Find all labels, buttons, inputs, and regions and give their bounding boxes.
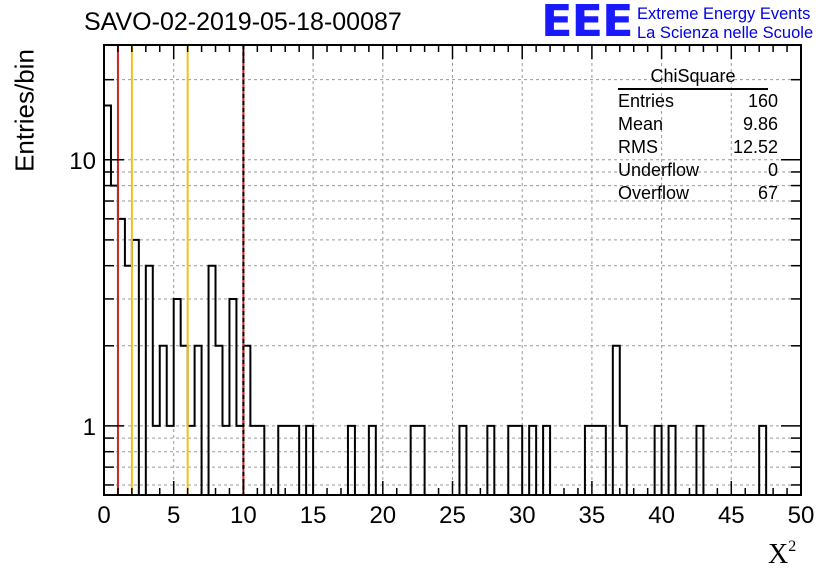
histogram-bin — [759, 426, 766, 495]
histogram-bin — [599, 426, 606, 495]
histogram-bin — [125, 266, 132, 495]
histogram-bin — [181, 346, 188, 495]
histogram-bin — [188, 426, 195, 495]
histogram-bin — [592, 426, 599, 495]
histogram-bin — [167, 426, 174, 495]
histogram-bin — [613, 346, 620, 495]
histogram-bin — [696, 426, 703, 495]
stats-box: ChiSquare Entries 160 Mean 9.86 RMS 12.52 U… — [610, 66, 778, 205]
logo-subtitle-1: Extreme Energy Events — [637, 5, 811, 23]
histogram-bin — [529, 426, 536, 495]
histogram-bin — [487, 426, 494, 495]
histogram-bin — [146, 266, 153, 495]
histogram-bin — [585, 426, 592, 495]
histogram-bin — [229, 299, 236, 495]
x-tick-label: 15 — [300, 502, 327, 529]
histogram-bin — [669, 426, 676, 495]
histogram-bin — [118, 219, 125, 495]
chart-title: SAVO-02-2019-05-18-00087 — [84, 8, 402, 36]
histogram-bin — [285, 426, 292, 495]
stats-row-mean: Mean 9.86 — [618, 114, 778, 134]
threshold-lines-layer — [116, 45, 245, 495]
histogram-bin — [418, 426, 425, 495]
histogram-bin — [655, 426, 662, 495]
logo-subtitle-2: La Scienza nelle Scuole — [637, 24, 814, 42]
y-tick-label: 10 — [69, 148, 96, 175]
stats-row-overflow: Overflow 67 — [618, 183, 778, 203]
axis-layer: 0 5 10 15 20 25 30 35 40 45 50 1 10 — [69, 44, 815, 529]
histogram-bin — [348, 426, 355, 495]
x-axis-label: X2 — [768, 538, 797, 570]
histogram-bin — [160, 346, 167, 495]
histogram-bin — [292, 426, 299, 495]
x-tick-label: 40 — [648, 502, 675, 529]
histogram-bin — [515, 426, 522, 495]
histogram-bin — [306, 426, 313, 495]
y-tick-label: 1 — [83, 414, 96, 441]
x-tick-label: 20 — [369, 502, 396, 529]
x-tick-label: 5 — [167, 502, 180, 529]
x-tick-label: 45 — [718, 502, 745, 529]
histogram-bin — [111, 186, 118, 495]
histogram-bin — [174, 299, 181, 495]
x-tick-label: 25 — [439, 502, 466, 529]
histogram-bin — [620, 426, 627, 495]
histogram-bin — [243, 346, 250, 495]
histogram-bin — [411, 426, 418, 495]
x-tick-label: 0 — [97, 502, 110, 529]
histogram-bin — [195, 346, 202, 495]
histogram-bin — [459, 426, 466, 495]
histogram-bin — [543, 426, 550, 495]
stats-row-entries: Entries 160 — [618, 91, 778, 111]
histogram-bin — [216, 346, 223, 495]
histogram-bin — [250, 426, 257, 495]
eee-logo: EEE — [541, 0, 634, 47]
histogram-bin — [209, 266, 216, 495]
histogram-bin — [104, 105, 111, 495]
y-axis-label: Entries/bin — [9, 49, 40, 172]
histogram-bin — [132, 240, 139, 495]
x-tick-label: 50 — [788, 502, 815, 529]
histogram-bin — [369, 426, 376, 495]
stats-row-underflow: Underflow 0 — [618, 160, 778, 180]
stats-title: ChiSquare — [618, 66, 768, 90]
x-tick-label: 30 — [509, 502, 536, 529]
x-tick-label: 35 — [579, 502, 606, 529]
histogram-bin — [153, 426, 160, 495]
histogram-bin — [508, 426, 515, 495]
x-tick-label: 10 — [230, 502, 257, 529]
histogram-bin — [236, 426, 243, 495]
histogram-bin — [278, 426, 285, 495]
histogram-bin — [222, 426, 229, 495]
histogram-bin — [257, 426, 264, 495]
stats-row-rms: RMS 12.52 — [618, 137, 778, 157]
